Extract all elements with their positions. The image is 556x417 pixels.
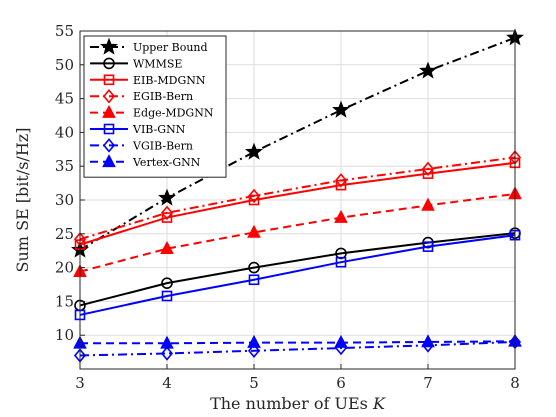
data-point (334, 209, 348, 223)
data-point (422, 241, 434, 252)
series-3 (73, 150, 522, 247)
series-line (79, 156, 516, 241)
series-line (80, 340, 516, 345)
data-point (248, 274, 260, 286)
series-5 (74, 229, 521, 321)
data-point (161, 290, 173, 302)
data-point (335, 256, 347, 268)
legend-label: VIB-GNN (132, 123, 186, 136)
series-line (79, 161, 516, 246)
y-tick-label: 10 (55, 326, 74, 344)
y-axis-label: Sum SE [bit/s/Hz] (13, 128, 32, 273)
legend-label: Edge-MDGNN (133, 107, 214, 120)
y-tick-label: 50 (55, 56, 74, 74)
legend-item: WMMSE (90, 57, 182, 70)
data-point (332, 100, 350, 118)
data-point (421, 334, 435, 348)
data-point (419, 61, 437, 79)
legend-marker (102, 88, 116, 104)
y-tick-label: 15 (55, 292, 74, 310)
data-point (334, 334, 348, 348)
data-point (160, 205, 174, 221)
legend-item: EIB-MDGNN (90, 74, 206, 87)
data-point (247, 334, 261, 348)
data-point (245, 142, 263, 160)
legend-marker (102, 138, 116, 153)
data-point (160, 346, 174, 361)
y-tick-label: 55 (55, 22, 74, 40)
series-line (79, 36, 516, 251)
data-point (160, 335, 174, 349)
data-point (161, 277, 173, 289)
legend-label: Upper Bound (133, 41, 208, 54)
y-tick-label: 45 (55, 90, 74, 108)
series-line (79, 232, 516, 307)
data-point (421, 161, 435, 177)
y-tick-label: 40 (55, 123, 74, 141)
y-tick-label: 30 (55, 191, 74, 209)
legend-marker (102, 154, 116, 168)
legend-item: Edge-MDGNN (90, 104, 214, 120)
legend-label: VGIB-Bern (132, 139, 193, 152)
x-tick-label: 5 (249, 374, 259, 392)
legend-item: EGIB-Bern (90, 88, 193, 104)
x-axis-label-symbol: K (372, 394, 386, 413)
x-axis-label: The number of UEs K (210, 394, 386, 413)
legend-marker (100, 37, 118, 55)
legend-marker (103, 123, 115, 135)
legend: Upper Bound WMMSE EIB-MDGNN EGIB-Bern Edge-M… (83, 35, 227, 178)
data-point (421, 197, 435, 211)
y-tick-label: 35 (55, 157, 74, 175)
series-6 (73, 334, 522, 363)
legend-item: VGIB-Bern (90, 138, 193, 153)
series-4 (73, 186, 522, 277)
data-point (247, 343, 261, 358)
data-point (160, 240, 174, 254)
x-tick-label: 7 (423, 374, 433, 392)
legend-label: EGIB-Bern (133, 90, 193, 103)
x-tick-label: 3 (75, 374, 85, 392)
legend-label: EIB-MDGNN (133, 74, 206, 87)
series-7 (73, 333, 522, 349)
legend-marker (102, 104, 116, 118)
legend-item: Vertex-GNN (90, 154, 201, 169)
data-point (248, 261, 260, 274)
data-point (158, 188, 176, 206)
x-tick-label: 8 (510, 374, 520, 392)
data-point (334, 173, 348, 188)
y-tick-label: 20 (55, 259, 74, 277)
legend-item: Upper Bound (90, 37, 208, 55)
data-point (247, 224, 261, 238)
data-point (247, 188, 261, 204)
series-line (79, 192, 516, 273)
series-line (79, 340, 516, 357)
series-line (79, 234, 516, 316)
legend-label: WMMSE (133, 57, 182, 70)
legend-box (83, 35, 227, 178)
x-tick-label: 4 (162, 374, 172, 392)
y-tick-label: 25 (55, 225, 74, 243)
legend-label: Vertex-GNN (132, 156, 201, 169)
series-1 (74, 227, 521, 312)
legend-marker (103, 57, 115, 70)
legend-item: VIB-GNN (90, 123, 186, 136)
legend-marker (103, 74, 115, 86)
x-tick-label: 6 (336, 374, 346, 392)
